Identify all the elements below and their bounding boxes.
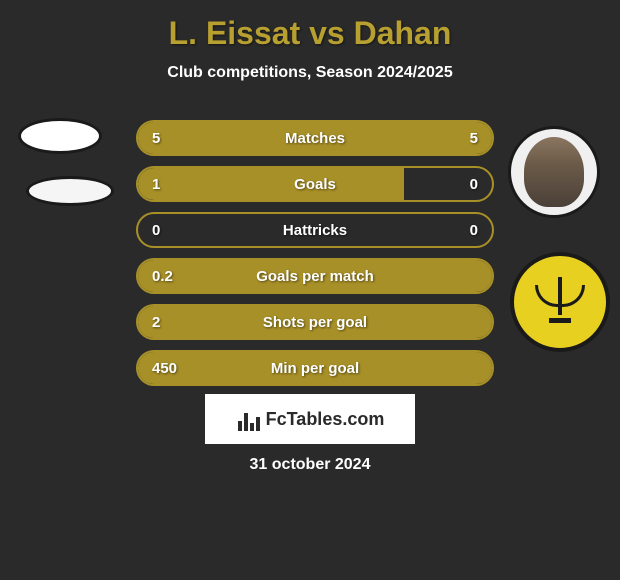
page-subtitle: Club competitions, Season 2024/2025 <box>10 64 610 82</box>
player-right-avatar <box>508 126 600 218</box>
stat-label: Goals <box>294 176 336 193</box>
brand-text: FcTables.com <box>266 409 385 430</box>
team-left-badge <box>26 176 114 206</box>
stat-value-left: 2 <box>152 314 160 331</box>
stat-value-left: 5 <box>152 130 160 147</box>
stat-value-left: 0 <box>152 222 160 239</box>
stat-label: Goals per match <box>256 268 374 285</box>
stat-row: 1 Goals 0 <box>136 166 494 202</box>
chart-icon <box>236 407 260 431</box>
comparison-container: L. Eissat vs Dahan Club competitions, Se… <box>0 0 620 580</box>
stat-value-right: 0 <box>470 222 478 239</box>
stat-value-right: 5 <box>470 130 478 147</box>
stat-label: Matches <box>285 130 345 147</box>
stat-bar-left <box>138 168 404 200</box>
stat-value-left: 450 <box>152 360 177 377</box>
brand-box[interactable]: FcTables.com <box>205 394 415 444</box>
stats-section: 5 Matches 5 1 Goals 0 0 Hattricks 0 0.2 Goals per … <box>136 120 494 396</box>
page-title: L. Eissat vs Dahan <box>10 15 610 52</box>
stat-value-right: 0 <box>470 176 478 193</box>
stat-row: 0.2 Goals per match <box>136 258 494 294</box>
stat-row: 0 Hattricks 0 <box>136 212 494 248</box>
stat-row: 450 Min per goal <box>136 350 494 386</box>
player-left-avatar <box>18 118 102 154</box>
stat-value-left: 1 <box>152 176 160 193</box>
date-text: 31 october 2024 <box>250 456 371 474</box>
stat-row: 2 Shots per goal <box>136 304 494 340</box>
stat-label: Shots per goal <box>263 314 367 331</box>
stat-row: 5 Matches 5 <box>136 120 494 156</box>
stat-label: Min per goal <box>271 360 359 377</box>
stat-label: Hattricks <box>283 222 347 239</box>
team-right-badge <box>510 252 610 352</box>
menorah-icon <box>535 277 585 327</box>
stat-value-left: 0.2 <box>152 268 173 285</box>
